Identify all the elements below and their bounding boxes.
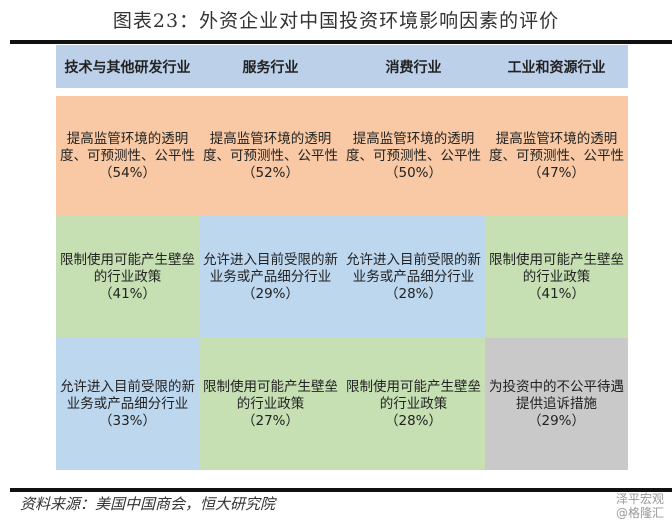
table-cell: 提高监管环境的透明度、可预测性、公平性 （50%） (342, 96, 485, 216)
page-title: 图表23：外资企业对中国投资环境影响因素的评价 (112, 10, 560, 32)
table-cell: 允许进入目前受限的新业务或产品细分行业 （33%） (56, 338, 199, 470)
cell-percent: （28%） (384, 285, 442, 302)
table-cell: 限制使用可能产生壁垒的行业政策 （41%） (56, 216, 199, 338)
cell-percent: （29%） (527, 412, 585, 429)
cell-percent: （29%） (241, 285, 299, 302)
table-cell: 提高监管环境的透明度、可预测性、公平性 （54%） (56, 96, 199, 216)
cell-text: 允许进入目前受限的新业务或产品细分行业 (346, 251, 481, 285)
header-cell: 服务行业 (242, 59, 299, 76)
cell-text: 提高监管环境的透明度、可预测性、公平性 (346, 130, 481, 164)
watermark: 泽平宏观 @格隆汇 (616, 492, 664, 520)
cell-text: 限制使用可能产生壁垒的行业政策 (60, 251, 195, 285)
watermark-text: @格隆汇 (615, 506, 664, 520)
table-cell: 限制使用可能产生壁垒的行业政策 （27%） (199, 338, 342, 470)
cell-percent: （33%） (98, 412, 156, 429)
cell-percent: （27%） (241, 412, 299, 429)
table-cell: 为投资中的不公平待遇提供追诉措施 （29%） (485, 338, 628, 470)
header-cell: 消费行业 (385, 59, 442, 76)
source-note: 资料来源：美国中国商会，恒大研究院 (20, 495, 276, 513)
table-body: 提高监管环境的透明度、可预测性、公平性 （54%） 提高监管环境的透明度、可预测性、… (56, 96, 628, 470)
cell-text: 提高监管环境的透明度、可预测性、公平性 (60, 130, 195, 164)
table-cell: 限制使用可能产生壁垒的行业政策 （28%） (342, 338, 485, 470)
top-rule (10, 40, 672, 44)
cell-text: 为投资中的不公平待遇提供追诉措施 (489, 378, 624, 412)
table-cell: 允许进入目前受限的新业务或产品细分行业 （28%） (342, 216, 485, 338)
cell-text: 提高监管环境的透明度、可预测性、公平性 (203, 130, 338, 164)
table-cell: 提高监管环境的透明度、可预测性、公平性 （52%） (199, 96, 342, 216)
cell-text: 提高监管环境的透明度、可预测性、公平性 (489, 130, 624, 164)
table-cell: 允许进入目前受限的新业务或产品细分行业 （29%） (199, 216, 342, 338)
table-header: 技术与其他研发行业 服务行业 消费行业 工业和资源行业 (56, 45, 628, 88)
table-cell: 限制使用可能产生壁垒的行业政策 （41%） (485, 216, 628, 338)
cell-percent: （41%） (527, 285, 585, 302)
cell-percent: （54%） (98, 164, 156, 181)
table-cell: 提高监管环境的透明度、可预测性、公平性 （47%） (485, 96, 628, 216)
cell-percent: （50%） (384, 164, 442, 181)
cell-text: 允许进入目前受限的新业务或产品细分行业 (60, 378, 195, 412)
cell-percent: （28%） (384, 412, 442, 429)
header-cell: 工业和资源行业 (507, 59, 606, 76)
bottom-rule (10, 488, 672, 492)
cell-text: 限制使用可能产生壁垒的行业政策 (489, 251, 624, 285)
cell-percent: （41%） (98, 285, 156, 302)
cell-text: 限制使用可能产生壁垒的行业政策 (203, 378, 338, 412)
cell-percent: （52%） (241, 164, 299, 181)
watermark-text: 泽平宏观 (615, 492, 664, 506)
cell-percent: （47%） (527, 164, 585, 181)
cell-text: 限制使用可能产生壁垒的行业政策 (346, 378, 481, 412)
header-cell: 技术与其他研发行业 (64, 59, 191, 76)
cell-text: 允许进入目前受限的新业务或产品细分行业 (203, 251, 338, 285)
